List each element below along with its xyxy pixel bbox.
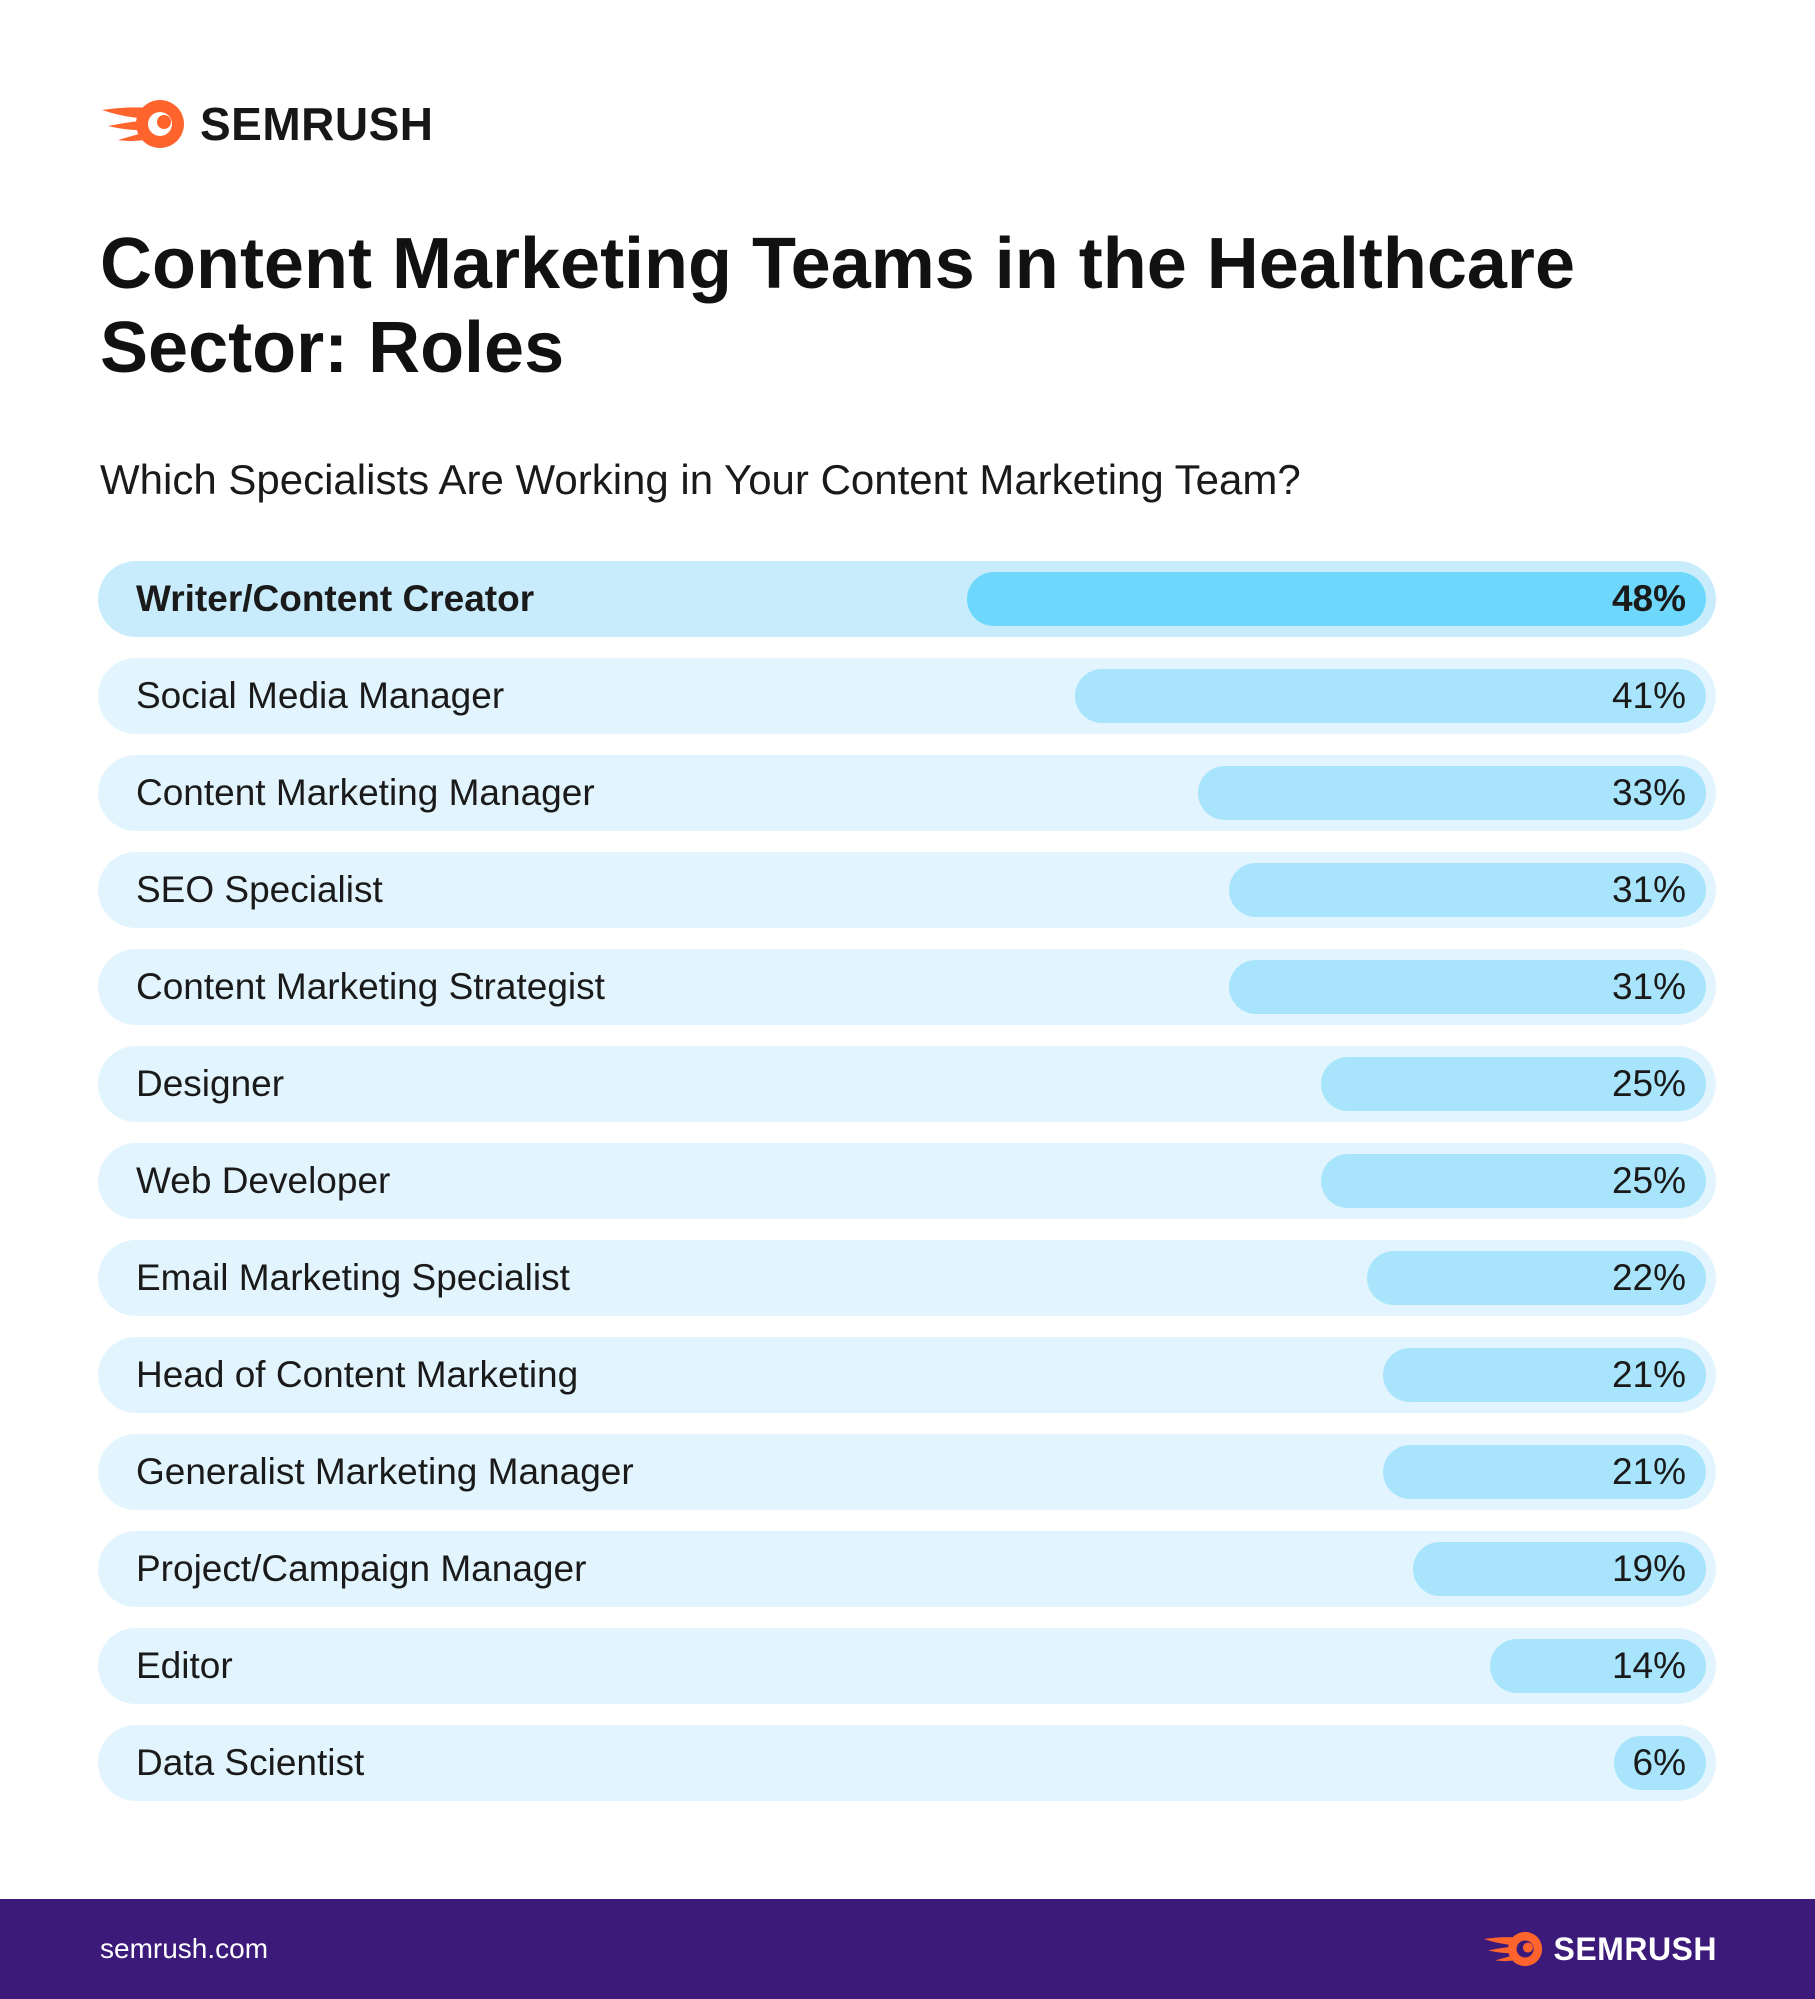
bar: 31% (1229, 863, 1706, 917)
category-label: Email Marketing Specialist (136, 1257, 570, 1298)
bar-row: Data Scientist 6% (98, 1725, 1716, 1801)
value-label: 6% (1632, 1742, 1686, 1783)
footer-brand-name: SEMRUSH (1553, 1930, 1717, 1967)
value-label: 31% (1611, 869, 1686, 910)
bar-row: Editor 14% (98, 1628, 1716, 1704)
category-label: Designer (136, 1063, 285, 1104)
bar-row: Content Marketing Strategist 31% (98, 949, 1716, 1025)
bar-row: SEO Specialist 31% (98, 852, 1716, 928)
bar-row: Designer 25% (98, 1046, 1716, 1122)
value-label: 19% (1611, 1548, 1686, 1589)
value-label: 21% (1611, 1451, 1686, 1492)
value-label: 22% (1611, 1257, 1686, 1298)
value-label: 14% (1611, 1645, 1686, 1686)
bar-row: Head of Content Marketing 21% (98, 1337, 1716, 1413)
category-label: Editor (136, 1645, 233, 1686)
bar: 25% (1321, 1154, 1706, 1208)
bar: 21% (1383, 1445, 1706, 1499)
bar-chart: Writer/Content Creator 48% Social Media Ma… (98, 561, 1716, 1822)
bar-row: Email Marketing Specialist 22% (98, 1240, 1716, 1316)
category-label: Data Scientist (136, 1742, 365, 1783)
bar-row: Generalist Marketing Manager 21% (98, 1434, 1716, 1510)
category-label: Content Marketing Manager (136, 772, 595, 813)
bar-row: Web Developer 25% (98, 1143, 1716, 1219)
bar: 19% (1413, 1542, 1706, 1596)
semrush-fireball-icon (1484, 1931, 1543, 1967)
category-label: Writer/Content Creator (136, 578, 535, 619)
bar: 33% (1198, 766, 1706, 820)
value-label: 25% (1611, 1063, 1686, 1104)
value-label: 31% (1611, 966, 1686, 1007)
chart-subtitle: Which Specialists Are Working in Your Co… (100, 456, 1301, 503)
footer-brand-logo: SEMRUSH (1481, 1929, 1717, 1969)
category-label: Project/Campaign Manager (136, 1548, 587, 1589)
value-label: 25% (1611, 1160, 1686, 1201)
brand-logo: SEMRUSH (98, 96, 434, 152)
bar: 41% (1075, 669, 1706, 723)
bar: 48% (967, 572, 1706, 626)
category-label: Generalist Marketing Manager (136, 1451, 634, 1492)
footer-url[interactable]: semrush.com (100, 1933, 269, 1964)
bar: 21% (1383, 1348, 1706, 1402)
value-label: 41% (1611, 675, 1686, 716)
bar-row: Writer/Content Creator 48% (98, 561, 1716, 637)
bar: 31% (1229, 960, 1706, 1014)
value-label: 33% (1611, 772, 1686, 813)
value-label: 21% (1611, 1354, 1686, 1395)
category-label: Web Developer (136, 1160, 391, 1201)
bar: 25% (1321, 1057, 1706, 1111)
category-label: Content Marketing Strategist (136, 966, 605, 1007)
bar-row: Content Marketing Manager 33% (98, 755, 1716, 831)
footer: semrush.com SEMRUSH (0, 1899, 1815, 1999)
category-label: Head of Content Marketing (136, 1354, 579, 1395)
value-label: 48% (1611, 578, 1686, 619)
chart-title: Content Marketing Teams in the Healthcar… (100, 224, 1575, 388)
bar: 6% (1614, 1736, 1706, 1790)
semrush-fireball-icon (102, 100, 184, 148)
bar: 14% (1490, 1639, 1706, 1693)
bar-row: Project/Campaign Manager 19% (98, 1531, 1716, 1607)
category-label: SEO Specialist (136, 869, 383, 910)
category-label: Social Media Manager (136, 675, 505, 716)
bar: 22% (1367, 1251, 1706, 1305)
bar-row: Social Media Manager 41% (98, 658, 1716, 734)
brand-name: SEMRUSH (200, 98, 434, 150)
